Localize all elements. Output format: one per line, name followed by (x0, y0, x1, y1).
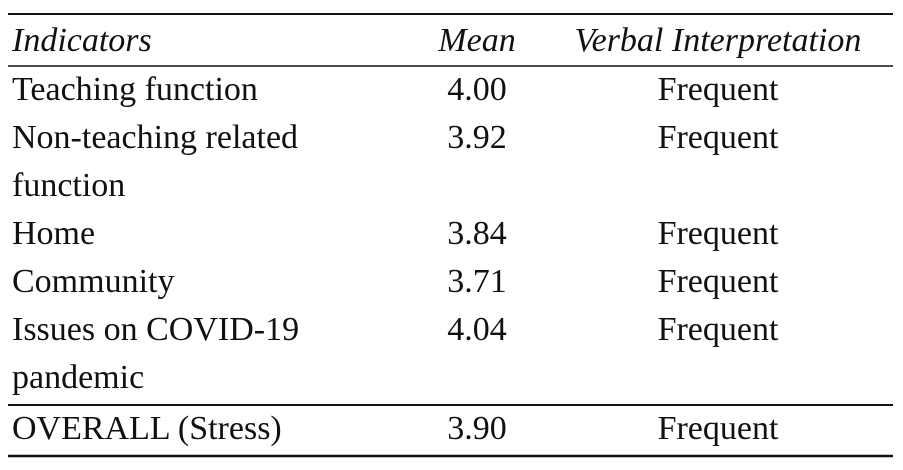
mean: 3.71 (447, 263, 507, 300)
mean: 3.92 (447, 119, 507, 156)
indicator: Community (12, 263, 174, 300)
header-cell: Verbal Interpretation (575, 22, 862, 59)
indicator: Non-teaching related (12, 119, 298, 156)
header-cell: Indicators (11, 22, 152, 59)
interpretation: Frequent (658, 119, 779, 156)
mean: 3.84 (447, 215, 507, 252)
mean: 3.90 (447, 410, 507, 447)
interpretation: Frequent (658, 311, 779, 348)
header-cell: Mean (437, 22, 515, 59)
indicator: OVERALL (Stress) (12, 410, 282, 447)
indicator: Home (12, 215, 95, 252)
indicator: pandemic (12, 359, 144, 396)
interpretation: Frequent (658, 215, 779, 252)
mean: 4.04 (447, 311, 507, 348)
indicator: Issues on COVID-19 (12, 311, 299, 348)
interpretation: Frequent (658, 71, 779, 108)
indicator: function (12, 167, 125, 204)
interpretation: Frequent (658, 263, 779, 300)
indicator: Teaching function (12, 71, 258, 108)
mean: 4.00 (447, 71, 507, 108)
interpretation: Frequent (658, 410, 779, 447)
